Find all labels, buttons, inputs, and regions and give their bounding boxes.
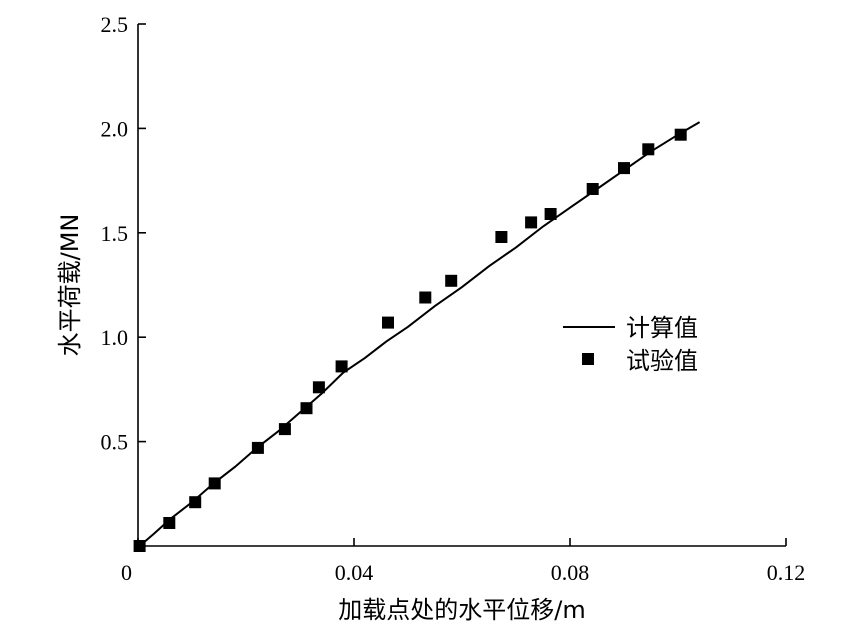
experimental-point [495, 231, 508, 243]
x-axis-title: 加载点处的水平位移/m [338, 596, 585, 624]
y-tick-label: 1.5 [101, 221, 129, 246]
experimental-point [586, 183, 599, 195]
experimental-point [251, 441, 264, 454]
plot-series [133, 121, 701, 552]
experimental-point [189, 496, 202, 509]
experimental-point [278, 423, 291, 436]
x-tick-label: 0.12 [767, 560, 806, 585]
legend-label-calculated: 计算值 [626, 314, 698, 342]
y-axis-title: 水平荷载/MN [56, 214, 84, 357]
x-tick-label: 0.08 [551, 560, 590, 585]
experimental-point [642, 143, 655, 156]
experimental-point [300, 402, 313, 415]
y-ticks: 0.5 1.0 1.5 2.0 2.5 [101, 12, 146, 455]
legend: 计算值 试验值 [563, 314, 698, 375]
experimental-point [382, 316, 394, 329]
experimental-point [525, 216, 538, 229]
experimental-point [674, 128, 687, 141]
experimental-point [312, 381, 325, 394]
axes: 0.5 1.0 1.5 2.0 2.5 0 0.04 0.08 0.12 [101, 12, 806, 585]
y-tick-label: 2.0 [101, 116, 129, 141]
x-tick-label: 0 [121, 560, 132, 585]
experimental-point [445, 274, 458, 287]
legend-label-experimental: 试验值 [626, 347, 698, 375]
experimental-point [133, 540, 146, 552]
x-ticks: 0 0.04 0.08 0.12 [121, 538, 805, 585]
experimental-point [419, 291, 432, 304]
y-tick-label: 0.5 [101, 430, 129, 455]
y-tick-label: 1.0 [101, 325, 129, 350]
experimental-point [544, 208, 557, 220]
y-tick-label: 2.5 [101, 12, 129, 37]
experimental-point [163, 517, 176, 529]
experimental-point [618, 162, 630, 175]
legend-square-swatch [582, 353, 594, 365]
experimental-point [335, 360, 348, 373]
calculated-curve [138, 121, 701, 547]
experimental-point [208, 477, 221, 490]
x-tick-label: 0.04 [335, 560, 374, 585]
